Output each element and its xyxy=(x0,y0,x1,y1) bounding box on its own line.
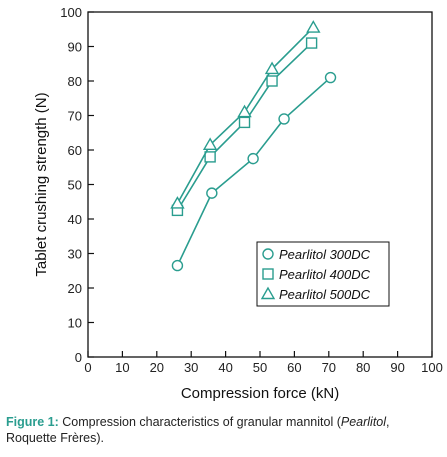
x-tick-label: 70 xyxy=(322,360,336,375)
caption-italic: Pearlitol xyxy=(340,415,387,429)
data-point xyxy=(170,196,185,209)
x-tick-label: 80 xyxy=(356,360,370,375)
data-point xyxy=(171,259,184,272)
y-axis-title: Tablet crushing strength (N) xyxy=(33,92,50,276)
y-tick-label: 80 xyxy=(68,74,82,89)
y-tick-label: 30 xyxy=(68,247,82,262)
data-point xyxy=(206,187,218,199)
legend: Pearlitol 300DC Pearlitol 400DC Pearlitol … xyxy=(256,241,390,307)
chart: 0 10 20 30 40 50 60 70 80 90 100 0 10 20 30 40 50 60 70 80… xyxy=(33,5,443,402)
data-point xyxy=(266,75,278,87)
x-tick-label: 50 xyxy=(253,360,267,375)
y-tick-label: 50 xyxy=(68,178,82,193)
series-triangle xyxy=(170,20,321,209)
x-tick-label: 30 xyxy=(184,360,198,375)
data-point xyxy=(306,20,321,33)
data-point xyxy=(247,152,259,165)
legend-marker xyxy=(260,286,276,300)
legend-marker xyxy=(262,268,274,280)
y-tick-label: 0 xyxy=(75,350,82,365)
x-tick-label: 90 xyxy=(390,360,404,375)
x-tick-label: 10 xyxy=(115,360,129,375)
x-tick-label: 100 xyxy=(421,360,443,375)
series-circle xyxy=(171,71,337,272)
legend-label: Pearlitol 400DC xyxy=(279,267,371,282)
y-tick-label: 10 xyxy=(68,316,82,331)
legend-marker xyxy=(262,248,274,260)
x-tick-label: 60 xyxy=(287,360,301,375)
caption-text-before: Compression characteristics of granular … xyxy=(58,415,341,429)
legend-label: Pearlitol 300DC xyxy=(279,247,371,262)
x-axis-title: Compression force (kN) xyxy=(181,385,339,402)
data-point xyxy=(324,71,337,84)
series-group xyxy=(170,20,337,272)
y-tick-label: 100 xyxy=(60,5,82,20)
chart-axes xyxy=(87,11,433,358)
series-square xyxy=(171,37,318,217)
figure-caption: Figure 1: Compression characteristics of… xyxy=(6,414,442,446)
data-point xyxy=(305,37,318,49)
caption-lead: Figure 1: xyxy=(6,415,59,429)
y-tick-label: 40 xyxy=(68,212,82,227)
y-tick-label: 20 xyxy=(68,281,82,296)
x-tick-label: 0 xyxy=(84,360,91,375)
x-tick-label: 40 xyxy=(218,360,232,375)
data-point xyxy=(204,151,216,163)
y-tick-label: 70 xyxy=(68,109,82,124)
data-point xyxy=(264,61,280,75)
data-point xyxy=(238,116,251,129)
y-tick-label: 90 xyxy=(68,40,82,55)
x-tick-label: 20 xyxy=(150,360,164,375)
caption-text-after: , Roquette Frères). xyxy=(6,415,390,445)
legend-label: Pearlitol 500DC xyxy=(279,287,371,302)
data-point xyxy=(278,113,290,125)
legend-box xyxy=(256,241,390,307)
y-tick-label: 60 xyxy=(68,143,82,158)
data-point xyxy=(237,104,252,118)
x-tick-labels: 0 10 20 30 40 50 60 70 80 90 100 xyxy=(84,360,442,375)
y-tick-labels: 0 10 20 30 40 50 60 70 80 90 100 xyxy=(60,5,82,365)
data-point xyxy=(202,137,218,151)
